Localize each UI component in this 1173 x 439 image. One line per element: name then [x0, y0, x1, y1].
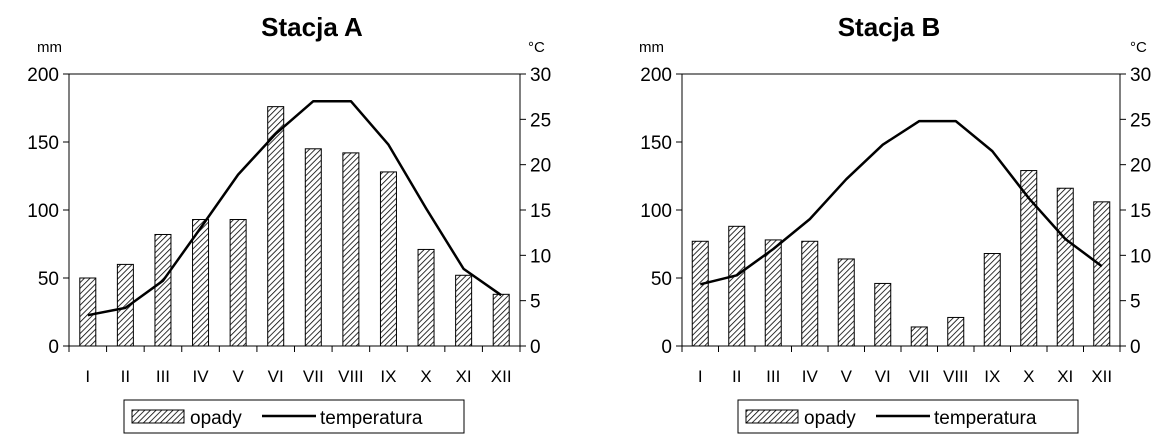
- bar-opady: [691, 240, 709, 347]
- x-tick-label: VII: [303, 367, 324, 386]
- right-tick-label: 0: [1130, 337, 1141, 358]
- right-tick-label: 20: [530, 156, 551, 177]
- right-tick-label: 25: [530, 110, 551, 131]
- legend-label-temperatura: temperatura: [934, 408, 1037, 429]
- right-tick-label: 10: [1130, 246, 1151, 267]
- x-tick-label: X: [1023, 367, 1034, 386]
- x-tick-label: IV: [193, 367, 210, 386]
- x-tick-label: II: [732, 367, 741, 386]
- right-tick-label: 30: [530, 65, 551, 86]
- x-tick-label: X: [420, 367, 431, 386]
- legend-label-opady: opady: [804, 408, 856, 429]
- x-tick-label: V: [841, 367, 853, 386]
- left-tick-label: 50: [38, 269, 59, 290]
- x-tick-label: VIII: [943, 367, 969, 386]
- legend: opady temperatura: [123, 399, 465, 434]
- left-tick-label: 200: [27, 65, 59, 86]
- x-tick-label: IX: [984, 367, 1000, 386]
- bar-opady: [728, 225, 746, 347]
- right-tick-label: 5: [530, 292, 541, 313]
- right-tick-label: 15: [1130, 201, 1151, 222]
- bar-opady: [455, 274, 473, 347]
- x-tick-label: I: [85, 367, 90, 386]
- legend: opady temperatura: [737, 399, 1079, 434]
- chart-title: Stacja B: [838, 12, 941, 42]
- x-tick-label: XII: [491, 367, 512, 386]
- bar-opady: [492, 293, 510, 347]
- left-tick-label: 150: [27, 133, 59, 154]
- bar-opady: [229, 219, 247, 347]
- right-tick-label: 30: [1130, 65, 1151, 86]
- x-tick-label: VI: [268, 367, 284, 386]
- bar-opady: [116, 263, 134, 347]
- x-tick-label: XII: [1091, 367, 1112, 386]
- bar-opady: [983, 253, 1001, 347]
- left-tick-label: 200: [640, 65, 672, 86]
- bar-opady: [267, 106, 285, 347]
- chart-title: Stacja A: [261, 12, 363, 42]
- right-tick-label: 10: [530, 246, 551, 267]
- legend-label-opady: opady: [190, 408, 242, 429]
- bar-opady: [801, 240, 819, 347]
- line-temperatura: [700, 119, 1103, 286]
- right-tick-label: 25: [1130, 110, 1151, 131]
- left-axis-unit: mm: [37, 39, 62, 56]
- bar-opady: [1056, 187, 1074, 347]
- x-tick-label: VIII: [338, 367, 364, 386]
- left-tick-label: 0: [48, 337, 59, 358]
- x-tick-label: XI: [1057, 367, 1073, 386]
- line-temperatura: [87, 99, 502, 317]
- left-axis-unit: mm: [639, 39, 664, 56]
- bar-opady: [1093, 201, 1111, 347]
- bar-opady: [764, 239, 782, 347]
- left-tick-label: 100: [640, 201, 672, 222]
- x-tick-label: IX: [380, 367, 396, 386]
- x-tick-label: I: [698, 367, 703, 386]
- x-tick-label: VI: [875, 367, 891, 386]
- bar-opady: [304, 148, 322, 347]
- bar-opady: [342, 152, 360, 347]
- bar-opady: [874, 282, 892, 347]
- right-axis-unit: °C: [528, 39, 545, 56]
- legend-swatch-opady: [745, 409, 799, 424]
- right-axis-unit: °C: [1130, 39, 1147, 56]
- x-tick-label: III: [156, 367, 170, 386]
- right-tick-label: 0: [530, 337, 541, 358]
- bar-opady: [379, 171, 397, 347]
- x-tick-label: XI: [456, 367, 472, 386]
- bar-opady: [417, 248, 435, 347]
- right-tick-label: 15: [530, 201, 551, 222]
- bar-opady: [1020, 170, 1038, 347]
- bar-opady: [947, 316, 965, 347]
- left-tick-label: 0: [661, 337, 672, 358]
- bar-opady: [910, 326, 928, 347]
- x-tick-label: III: [766, 367, 780, 386]
- left-tick-label: 100: [27, 201, 59, 222]
- x-tick-label: II: [121, 367, 130, 386]
- bar-opady: [79, 277, 97, 347]
- legend-label-temperatura: temperatura: [320, 408, 423, 429]
- left-tick-label: 50: [651, 269, 672, 290]
- x-tick-label: VII: [909, 367, 930, 386]
- bar-opady: [154, 233, 172, 347]
- right-tick-label: 5: [1130, 292, 1141, 313]
- bar-opady: [192, 219, 210, 347]
- legend-swatch-opady: [131, 409, 185, 424]
- x-tick-label: IV: [802, 367, 819, 386]
- right-tick-label: 20: [1130, 156, 1151, 177]
- left-tick-label: 150: [640, 133, 672, 154]
- x-tick-label: V: [232, 367, 244, 386]
- bar-opady: [837, 258, 855, 347]
